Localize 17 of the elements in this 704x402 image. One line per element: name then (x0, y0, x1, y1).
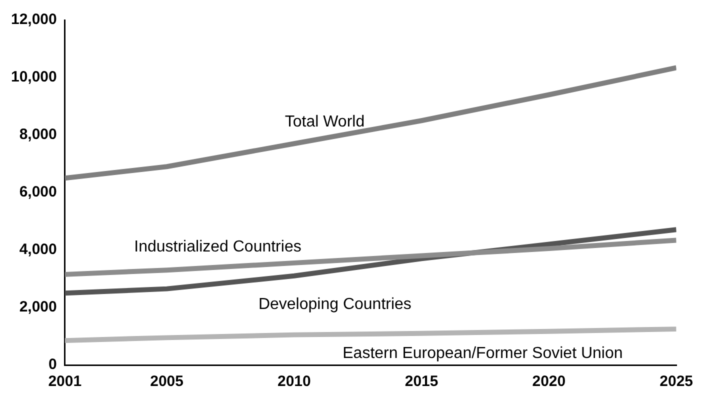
series-label: Developing Countries (258, 296, 412, 314)
x-tick-label: 2005 (150, 373, 184, 390)
series-label: Total World (284, 113, 365, 130)
y-tick-label: 2,000 (19, 298, 57, 316)
x-tick-label: 2010 (277, 373, 311, 390)
y-tick-label: 4,000 (19, 241, 57, 258)
x-tick-label: 2001 (48, 373, 82, 390)
x-tick-label: 2025 (660, 373, 694, 390)
y-tick-label: 6,000 (19, 184, 57, 201)
series-label: Eastern European/Former Soviet Union (342, 344, 623, 362)
y-tick-label: 12,000 (10, 11, 57, 28)
x-tick-label: 2015 (404, 373, 438, 390)
y-tick-label: 0 (48, 356, 57, 374)
y-tick-label: 10,000 (10, 68, 57, 86)
x-tick-label: 2020 (532, 373, 566, 390)
y-tick-label: 8,000 (19, 126, 57, 144)
series-label: Industrialized Countries (134, 238, 302, 256)
